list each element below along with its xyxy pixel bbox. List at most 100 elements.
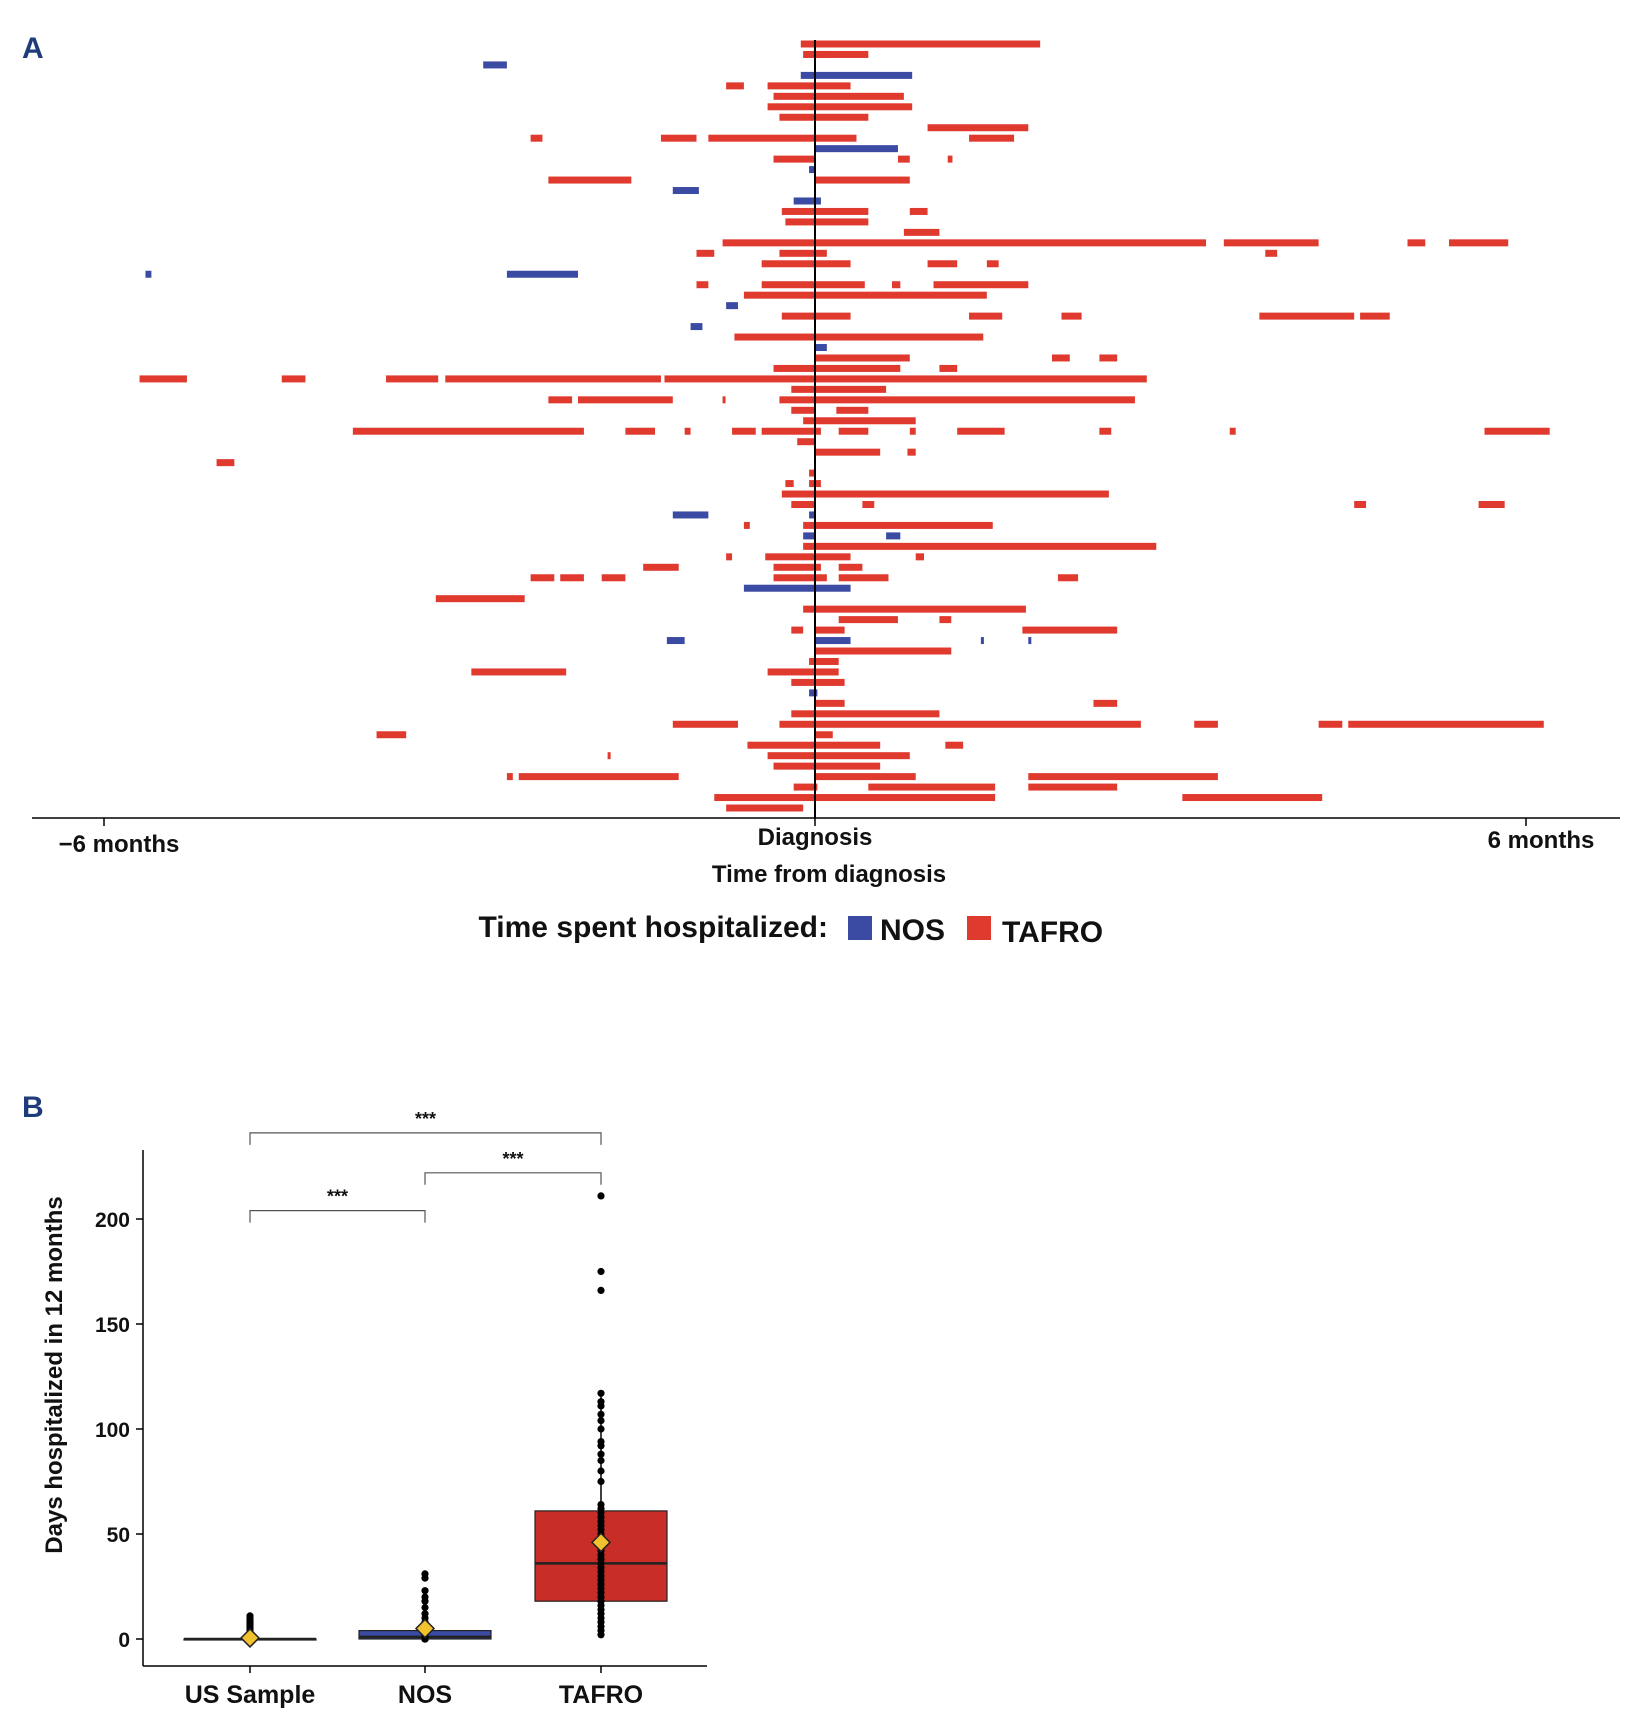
stay-bar-nos-row-52-1: [815, 584, 851, 592]
stay-bar-tafro-row-26-2: [1061, 312, 1082, 320]
stay-bar-tafro-row-71-1: [868, 783, 996, 791]
stay-bar-tafro-row-32-3: [445, 375, 661, 383]
legend-label-nos: NOS: [880, 914, 945, 947]
stay-bar-tafro-row-70-0: [506, 773, 513, 781]
stay-bar-nos-row-29-0: [815, 344, 827, 352]
stay-bar-tafro-row-39-1: [907, 448, 916, 456]
stay-bar-tafro-row-65-0: [672, 720, 738, 728]
stay-bar-tafro-row-13-1: [815, 176, 910, 184]
stay-bar-tafro-row-41-0: [809, 469, 815, 477]
data-point-tafro-43: [597, 1389, 605, 1397]
stay-bar-tafro-row-35-1: [836, 406, 869, 414]
data-point-tafro-34: [597, 1456, 605, 1465]
stay-bar-tafro-row-51-2: [601, 574, 626, 582]
stay-bar-tafro-row-26-4: [1360, 312, 1390, 320]
y-tick-label-150: 150: [95, 1314, 130, 1337]
stay-bar-tafro-row-16-1: [909, 207, 928, 215]
stay-bar-tafro-row-56-0: [791, 626, 804, 634]
stay-bar-tafro-row-34-0: [548, 396, 573, 404]
stay-bar-tafro-row-36-0: [803, 417, 916, 425]
stay-bar-nos-row-2-0: [483, 61, 507, 69]
stay-bar-tafro-row-55-0: [838, 616, 898, 624]
stay-bar-nos-row-45-0: [672, 511, 709, 519]
panel-a-ticks: −6 months Diagnosis 6 months: [59, 818, 1594, 858]
stay-bar-tafro-row-0-0: [800, 40, 1041, 48]
stay-bar-tafro-row-51-4: [838, 574, 889, 582]
stay-bar-nos-row-22-1: [506, 270, 578, 278]
stay-bar-tafro-row-58-0: [815, 647, 952, 655]
stay-bar-tafro-row-20-1: [779, 249, 827, 257]
data-point-tafro-46: [597, 1192, 605, 1200]
data-point-tafro-45: [597, 1267, 605, 1276]
y-tick-label-0: 0: [118, 1629, 130, 1652]
stay-bar-tafro-row-20-2: [1265, 249, 1278, 257]
stay-bar-tafro-row-26-1: [969, 312, 1003, 320]
stay-bar-tafro-row-50-2: [838, 563, 863, 571]
stay-bar-tafro-row-6-0: [767, 103, 913, 111]
stay-bar-nos-row-25-0: [726, 302, 738, 310]
stay-bar-tafro-row-56-1: [815, 626, 845, 634]
legend-title: Time spent hospitalized:: [479, 911, 829, 944]
stay-bar-tafro-row-51-1: [560, 574, 584, 582]
significance-label-2: ***: [415, 1109, 436, 1129]
stay-bar-tafro-row-30-1: [1052, 354, 1070, 362]
stay-bar-nos-row-22-0: [145, 270, 152, 278]
data-point-tafro-39: [597, 1417, 605, 1425]
stay-bar-nos-row-52-0: [743, 584, 815, 592]
stay-bar-tafro-row-63-1: [1093, 699, 1118, 707]
data-point-nos-20: [421, 1603, 429, 1612]
stay-bar-tafro-row-60-1: [767, 668, 839, 676]
panel-b-ylabel: Days hospitalized in 12 months: [41, 1196, 68, 1553]
stay-bar-tafro-row-72-0: [714, 794, 996, 802]
stay-bar-tafro-row-35-0: [791, 406, 815, 414]
stay-bar-nos-row-57-2: [980, 637, 984, 645]
stay-bar-tafro-row-44-0: [791, 500, 815, 508]
data-point-tafro-31: [597, 1501, 605, 1509]
stay-bar-tafro-row-70-3: [1028, 773, 1218, 781]
stay-bar-tafro-row-33-0: [791, 385, 887, 393]
stay-bar-tafro-row-31-1: [939, 364, 958, 372]
stay-bar-tafro-row-19-2: [1407, 239, 1426, 247]
stay-bar-tafro-row-9-2: [708, 134, 857, 142]
data-point-tafro-38: [597, 1425, 605, 1433]
stay-bar-nos-row-45-1: [809, 511, 815, 519]
mean-marker-nos: [414, 1618, 436, 1639]
stay-bar-tafro-row-21-0: [761, 260, 851, 268]
stay-bar-tafro-row-19-1: [1223, 239, 1319, 247]
stay-bar-tafro-row-9-1: [660, 134, 697, 142]
stay-bar-nos-row-47-1: [886, 532, 901, 540]
stay-bar-nos-row-3-0: [800, 71, 913, 79]
stay-bar-tafro-row-1-1: [815, 50, 869, 58]
data-point-tafro-40: [597, 1410, 605, 1418]
data-point-nos-22: [421, 1593, 429, 1601]
stay-bar-tafro-row-20-0: [696, 249, 715, 257]
data-point-nos-23: [421, 1587, 429, 1595]
stay-bar-tafro-row-37-3: [732, 427, 756, 435]
legend-label-tafro: TAFRO: [1002, 916, 1103, 949]
legend-swatch-nos: [848, 916, 872, 940]
stay-bar-nos-row-62-0: [809, 689, 818, 697]
panel-b-category-labels: US Sample NOS TAFRO: [185, 1666, 643, 1709]
stay-bar-nos-row-47-0: [803, 532, 815, 540]
y-tick-label-200: 200: [95, 1209, 130, 1232]
data-point-us-sample-17: [246, 1612, 254, 1620]
stay-bar-tafro-row-71-0: [793, 783, 818, 791]
stay-bar-tafro-row-51-3: [773, 574, 827, 582]
stay-bar-tafro-row-66-1: [815, 731, 833, 739]
stay-bar-nos-row-57-1: [815, 637, 851, 645]
stay-bar-tafro-row-39-0: [815, 448, 881, 456]
stay-bar-tafro-row-63-0: [815, 699, 845, 707]
category-label-nos: NOS: [398, 1681, 452, 1709]
stay-bar-tafro-row-44-2: [1354, 500, 1367, 508]
stay-bar-tafro-row-69-0: [773, 762, 881, 770]
mean-marker-tafro: [590, 1532, 612, 1553]
stay-bar-tafro-row-32-4: [664, 375, 1147, 383]
stay-bar-tafro-row-13-0: [548, 176, 632, 184]
significance-label-0: ***: [327, 1187, 348, 1207]
stay-bar-tafro-row-16-0: [781, 207, 869, 215]
stay-bar-tafro-row-70-1: [518, 773, 679, 781]
stay-bar-tafro-row-37-1: [625, 427, 656, 435]
stay-bar-tafro-row-65-1: [779, 720, 1141, 728]
stay-bar-tafro-row-31-0: [773, 364, 901, 372]
stay-bar-tafro-row-37-9: [1229, 427, 1236, 435]
